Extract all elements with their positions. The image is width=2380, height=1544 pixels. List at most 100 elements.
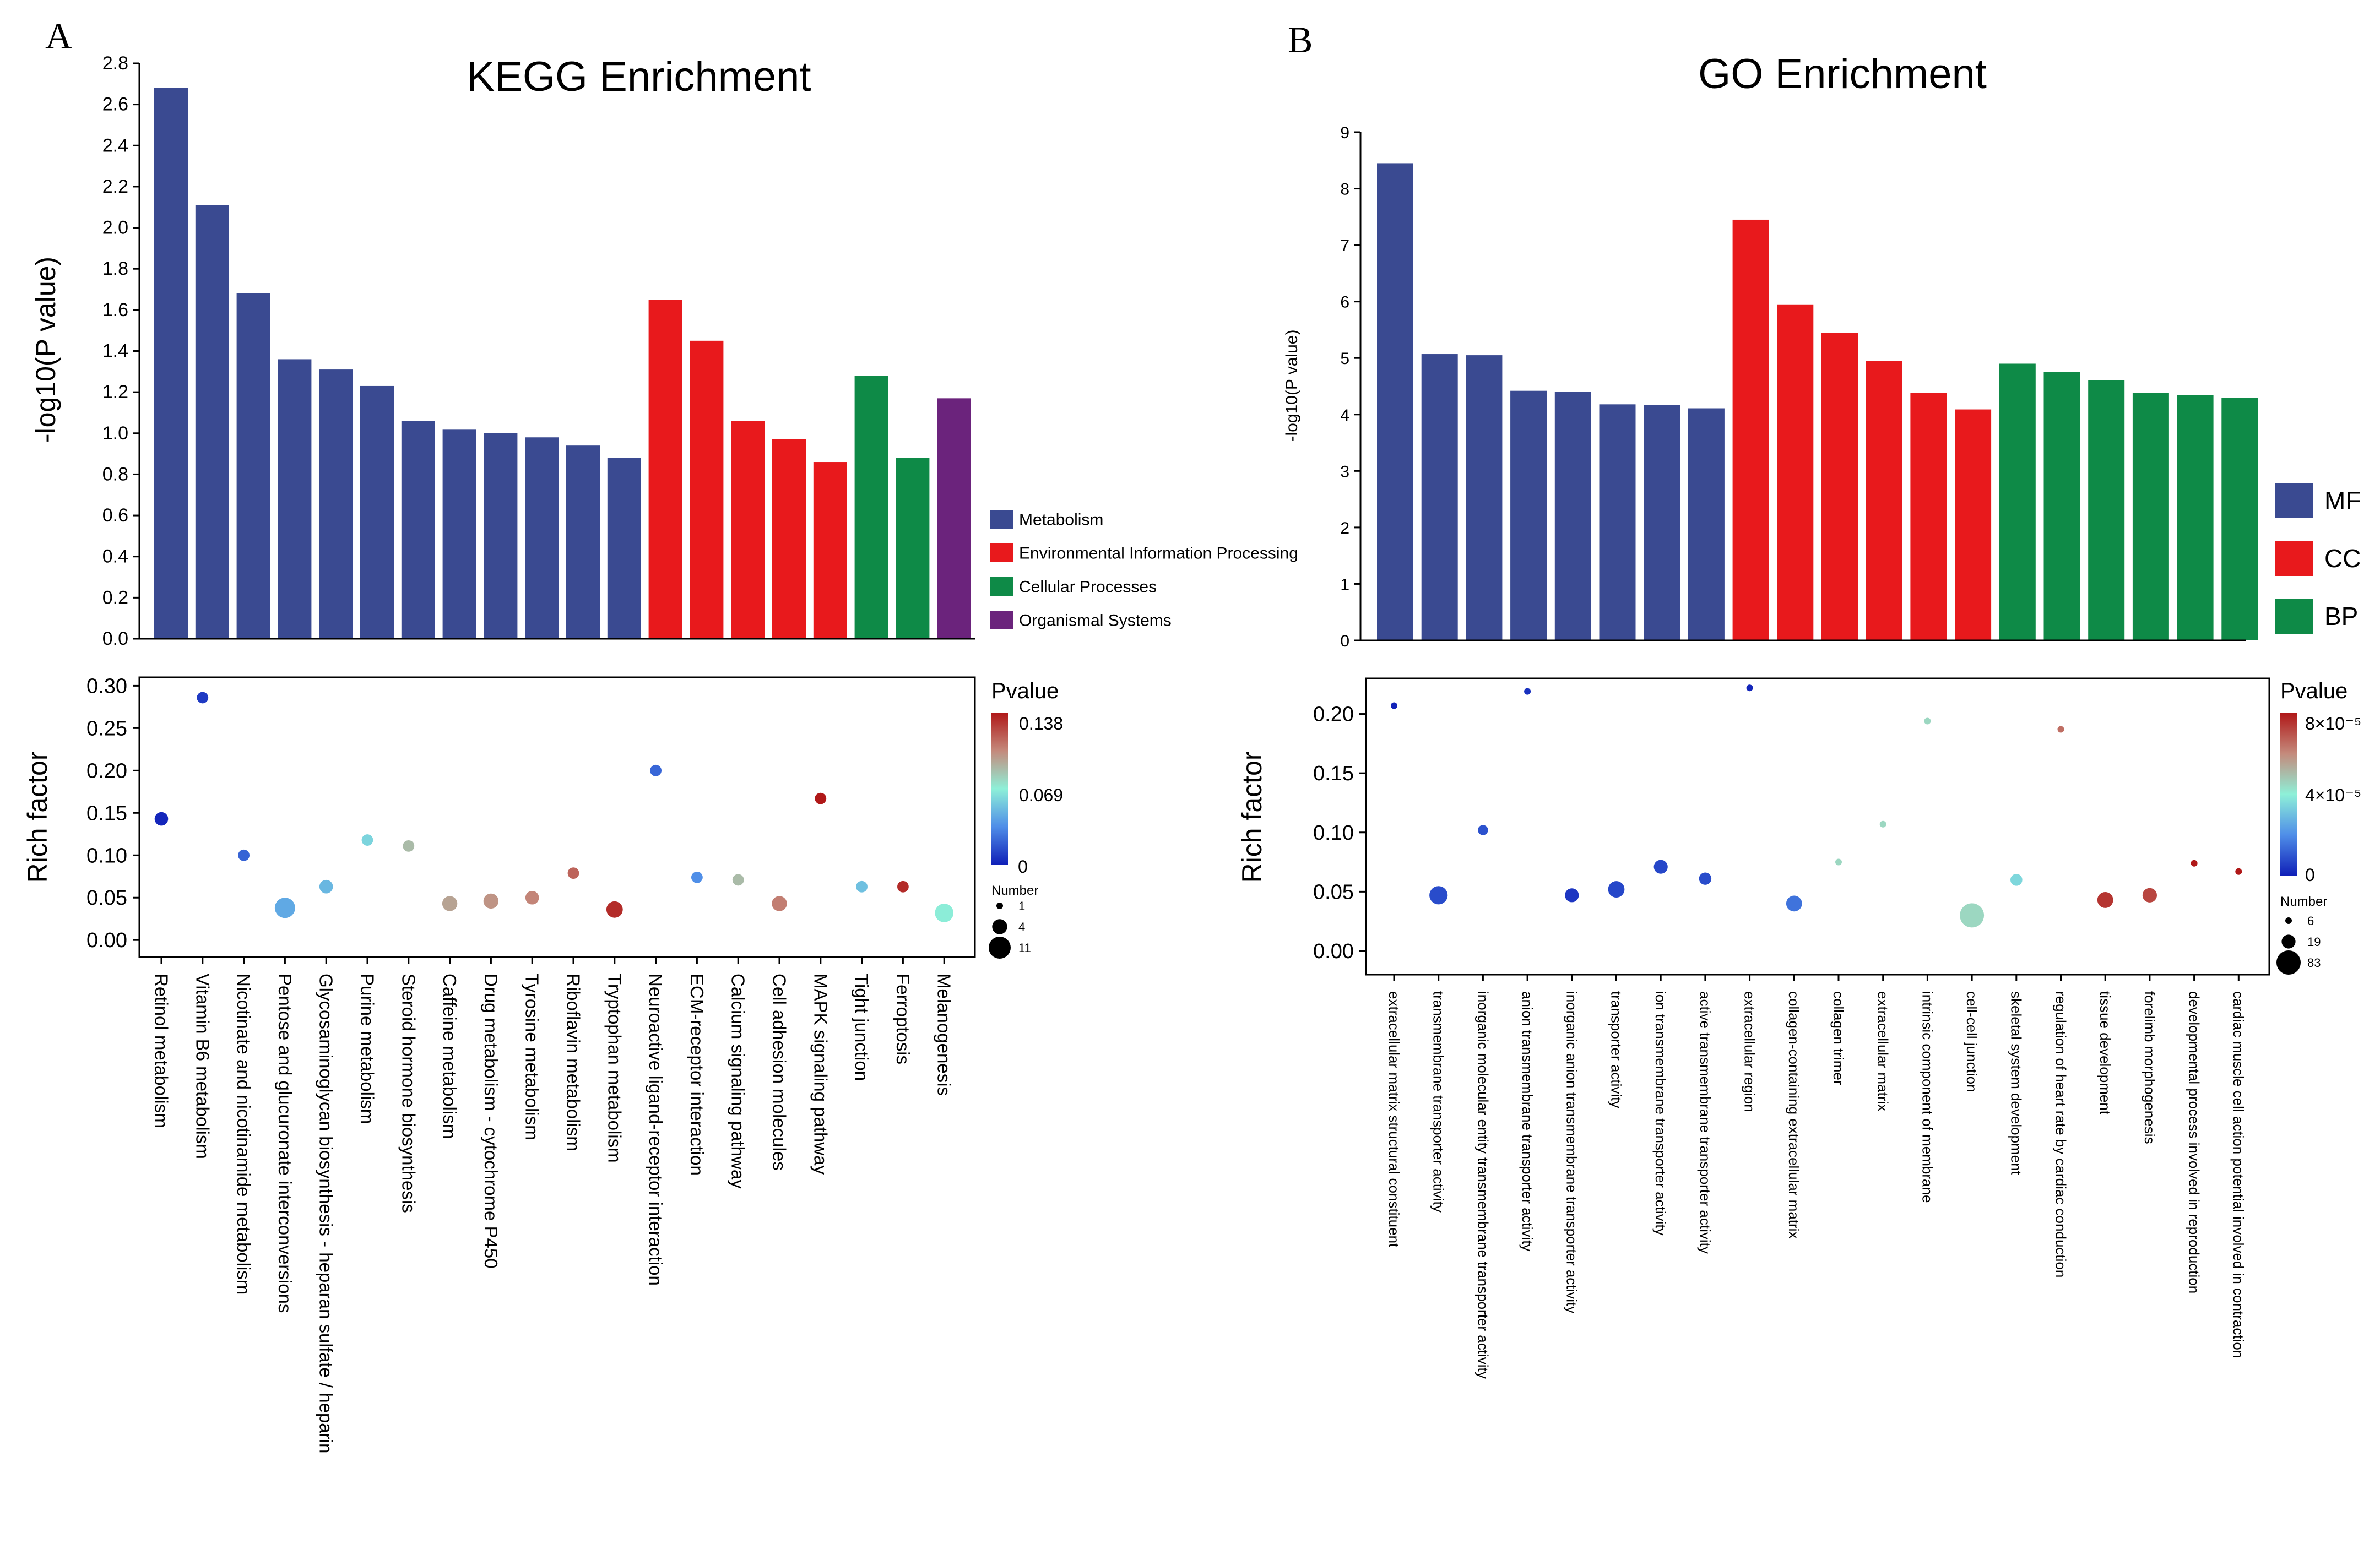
x-label-transporter-activity: transporter activity <box>1608 991 1624 1108</box>
bar-regulation-of-heart-rate-by-cardiac-conduction <box>2043 372 2080 640</box>
y-tick-label: 2.6 <box>102 94 128 115</box>
bubble-melanogenesis <box>935 904 953 922</box>
go-pvalue-max-label: 8×10⁻⁵ <box>2305 714 2361 733</box>
x-label-ferroptosis: Ferroptosis <box>893 974 913 1064</box>
bubble-nicotinate-and-nicotinamide-metabolism <box>238 849 250 861</box>
kegg-number-legend: Number 1 4 11 <box>989 883 1038 959</box>
x-label-retinol-metabolism: Retinol metabolism <box>151 974 171 1128</box>
go-pvalue-colorbar <box>2280 713 2297 876</box>
go-pvalue-mid-label: 4×10⁻⁵ <box>2305 785 2361 805</box>
bubble-caffeine-metabolism <box>442 896 458 911</box>
kegg-y-axis-label: -log10(P value) <box>30 257 61 443</box>
bar-active-transmembrane-transporter-activity <box>1688 408 1725 640</box>
y-tick-label: 0.10 <box>1313 822 1354 845</box>
bar-developmental-process-involved-in-reproduction <box>2177 395 2214 640</box>
bar-skeletal-system-development <box>1999 363 2036 640</box>
bubble-tryptophan-metabolism <box>606 901 623 918</box>
go-bubble-y-ticks: 0.00 0.05 0.10 0.15 0.20 <box>1313 703 2240 981</box>
bar-steroid-hormone-biosynthesis <box>401 421 435 639</box>
bar-extracellular-region <box>1732 219 1769 640</box>
bar-anion-transmembrane-transporter-activity <box>1510 390 1547 640</box>
x-label-cardiac-muscle-cell-action-potential-involved-in-contraction: cardiac muscle cell action potential inv… <box>2230 991 2247 1358</box>
bubble-extracellular-matrix-structural-constituent <box>1391 702 1397 709</box>
bubble-skeletal-system-development <box>2010 874 2023 886</box>
y-tick-label: 0.8 <box>102 464 128 485</box>
go-bubble-frame <box>1365 677 2270 976</box>
bubble-anion-transmembrane-transporter-activity <box>1524 688 1531 695</box>
bar-transporter-activity <box>1599 404 1636 640</box>
bar-nicotinate-and-nicotinamide-metabolism <box>236 293 270 639</box>
go-x-tick-labels: extracellular matrix structural constitu… <box>1386 991 2247 1379</box>
bar-pentose-and-glucuronate-interconversions <box>278 359 312 639</box>
go-bubbles <box>1391 684 2242 928</box>
y-tick-label: 2.2 <box>102 176 128 197</box>
size-legend-label: 19 <box>2307 935 2321 949</box>
x-label-drug-metabolism-cytochrome-p450: Drug metabolism - cytochrome P450 <box>481 974 501 1269</box>
bubble-ferroptosis <box>897 880 909 893</box>
go-number-legend-title: Number <box>2280 894 2327 909</box>
bubble-cardiac-muscle-cell-action-potential-involved-in-contraction <box>2235 868 2242 875</box>
x-label-ion-transmembrane-transporter-activity: ion transmembrane transporter activity <box>1652 991 1669 1236</box>
bar-neuroactive-ligand-receptor-interaction <box>648 300 682 639</box>
bubble-cell-cell-junction <box>1960 903 1985 928</box>
kegg-bubble-frame <box>138 676 976 958</box>
x-label-extracellular-matrix: extracellular matrix <box>1875 991 1891 1111</box>
x-label-pentose-and-glucuronate-interconversions: Pentose and glucuronate interconversions <box>275 974 295 1313</box>
x-label-calcium-signaling-pathway: Calcium signaling pathway <box>728 974 749 1189</box>
bubble-inorganic-molecular-entity-transmembrane-transporter-activity <box>1478 825 1488 835</box>
panel-letter-a: A <box>45 15 72 57</box>
x-label-intrinsic-component-of-membrane: intrinsic component of membrane <box>1919 991 1936 1203</box>
legend-label-organismal-systems: Organismal Systems <box>1019 612 1172 630</box>
go-pvalue-legend-title: Pvalue <box>2280 679 2348 703</box>
x-label-ecm-receptor-interaction: ECM-receptor interaction <box>687 974 707 1176</box>
bubble-glycosaminoglycan-biosynthesis-heparan-sulfate-heparin <box>319 879 333 894</box>
bar-extracellular-matrix-structural-constituent <box>1377 163 1413 641</box>
bar-glycosaminoglycan-biosynthesis-heparan-sulfate-heparin <box>319 369 353 639</box>
go-number-legend: Number 6 19 83 <box>2276 894 2327 975</box>
x-label-mapk-signaling-pathway: MAPK signaling pathway <box>810 974 831 1175</box>
bar-ecm-receptor-interaction <box>690 340 724 639</box>
y-tick-label: 0.20 <box>86 759 127 782</box>
bar-inorganic-anion-transmembrane-transporter-activity <box>1554 392 1591 640</box>
bar-caffeine-metabolism <box>442 429 476 639</box>
x-label-tyrosine-metabolism: Tyrosine metabolism <box>522 974 543 1140</box>
bubble-riboflavin-metabolism <box>567 867 579 879</box>
bubble-forelimb-morphogenesis <box>2142 888 2157 903</box>
x-label-active-transmembrane-transporter-activity: active transmembrane transporter activit… <box>1697 991 1714 1254</box>
bubble-ion-transmembrane-transporter-activity <box>1653 860 1668 874</box>
bubble-ecm-receptor-interaction <box>691 871 703 883</box>
bar-tryptophan-metabolism <box>607 458 641 639</box>
x-label-collagen-containing-extracellular-matrix: collagen-containing extracellular matrix <box>1786 991 1802 1238</box>
x-label-extracellular-matrix-structural-constituent: extracellular matrix structural constitu… <box>1386 991 1402 1248</box>
bubble-drug-metabolism-cytochrome-p450 <box>483 893 499 909</box>
y-tick-label: 0 <box>1340 632 1349 650</box>
legend-swatch-cc <box>2275 541 2313 576</box>
y-tick-label: 1.0 <box>102 423 128 444</box>
x-label-purine-metabolism: Purine metabolism <box>357 974 377 1124</box>
y-tick-label: 7 <box>1340 237 1349 255</box>
y-tick-label: 0.10 <box>86 844 127 867</box>
bar-collagen-trimer <box>1821 333 1858 640</box>
kegg-pvalue-colorbar <box>991 713 1008 865</box>
x-label-cell-cell-junction: cell-cell junction <box>1964 991 1980 1092</box>
bar-riboflavin-metabolism <box>566 445 600 639</box>
bubble-cell-adhesion-molecules <box>772 896 787 911</box>
bar-cell-cell-junction <box>1955 409 1992 640</box>
y-tick-label: 0.25 <box>86 717 127 740</box>
size-legend-dot <box>992 919 1007 934</box>
y-tick-label: 2 <box>1340 519 1349 537</box>
y-tick-label: 0.00 <box>86 929 127 952</box>
bar-intrinsic-component-of-membrane <box>1910 393 1947 640</box>
go-bubble-chart: Rich factor 0.00 0.05 0.10 0.15 0.20 extrace… <box>1237 677 2361 1379</box>
y-tick-label: 1.8 <box>102 258 128 279</box>
bubble-extracellular-region <box>1746 684 1753 692</box>
kegg-bubbles <box>154 692 953 922</box>
y-tick-label: 0.4 <box>102 546 128 567</box>
size-legend-dot <box>2276 950 2301 975</box>
y-tick-label: 1.4 <box>102 341 128 362</box>
go-bar-chart: GO Enrichment -log10(P value) 0 1 2 3 4 5 6 7 8 9… <box>1283 51 2361 650</box>
kegg-pvalue-mid-label: 0.069 <box>1019 785 1063 805</box>
kegg-y-ticks: 0.0 0.2 0.4 0.6 0.8 1.0 1.2 1.4 1.6 1.8 2.0 2.2 2.4 2… <box>102 53 139 649</box>
bar-drug-metabolism-cytochrome-p450 <box>484 433 518 639</box>
